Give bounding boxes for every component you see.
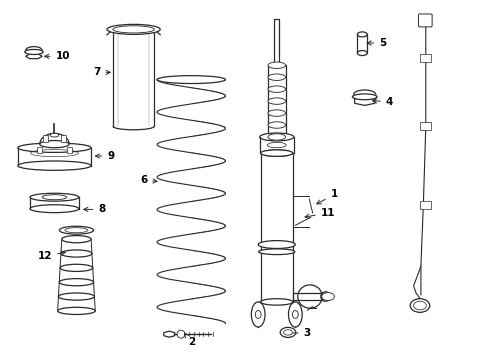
Ellipse shape [261,299,293,305]
Text: 7: 7 [94,67,110,77]
Ellipse shape [410,299,430,312]
Ellipse shape [322,293,334,301]
Ellipse shape [259,249,295,255]
Ellipse shape [30,205,79,213]
FancyBboxPatch shape [420,54,431,62]
Ellipse shape [59,279,94,286]
Ellipse shape [25,49,43,54]
FancyBboxPatch shape [418,14,432,27]
Ellipse shape [357,32,367,37]
Ellipse shape [268,110,286,116]
Ellipse shape [268,98,286,104]
Ellipse shape [321,292,330,301]
Ellipse shape [260,133,294,141]
Ellipse shape [268,142,286,148]
Text: 10: 10 [45,51,70,61]
Ellipse shape [60,264,93,271]
Ellipse shape [293,311,298,319]
Ellipse shape [157,76,225,84]
Text: 1: 1 [317,189,338,204]
Ellipse shape [284,330,293,335]
Ellipse shape [258,240,295,248]
Text: 11: 11 [305,208,335,218]
FancyBboxPatch shape [268,65,286,137]
Text: 9: 9 [96,151,114,161]
Ellipse shape [58,293,95,300]
Text: 5: 5 [367,38,387,48]
Ellipse shape [59,226,94,234]
FancyBboxPatch shape [67,147,72,153]
Ellipse shape [357,50,367,55]
Ellipse shape [352,94,377,100]
Text: 4: 4 [372,97,393,107]
Ellipse shape [61,250,92,257]
Ellipse shape [268,86,286,93]
FancyBboxPatch shape [43,135,48,141]
FancyBboxPatch shape [274,19,279,65]
FancyBboxPatch shape [293,293,326,301]
Text: 3: 3 [287,328,311,338]
Ellipse shape [268,134,286,140]
FancyBboxPatch shape [37,147,42,153]
Ellipse shape [18,143,91,152]
Ellipse shape [42,195,67,200]
Ellipse shape [40,140,69,148]
Ellipse shape [30,193,79,201]
Ellipse shape [62,235,91,243]
Ellipse shape [261,150,293,156]
Ellipse shape [18,161,91,170]
Ellipse shape [289,302,302,327]
Ellipse shape [262,150,291,156]
Ellipse shape [50,134,59,137]
FancyBboxPatch shape [261,153,293,302]
FancyBboxPatch shape [420,122,431,130]
Ellipse shape [58,307,95,315]
Ellipse shape [268,74,286,80]
Text: 2: 2 [185,333,195,347]
Text: 12: 12 [38,251,65,261]
Ellipse shape [414,301,426,310]
Ellipse shape [268,122,286,128]
Ellipse shape [177,330,185,338]
Ellipse shape [65,228,88,233]
Ellipse shape [107,24,160,35]
Ellipse shape [268,62,286,68]
FancyBboxPatch shape [420,201,431,209]
Text: 8: 8 [84,204,106,215]
FancyBboxPatch shape [61,135,66,141]
Ellipse shape [113,26,154,33]
Ellipse shape [251,302,265,327]
Ellipse shape [280,327,296,337]
Text: 6: 6 [140,175,157,185]
Ellipse shape [255,311,261,319]
